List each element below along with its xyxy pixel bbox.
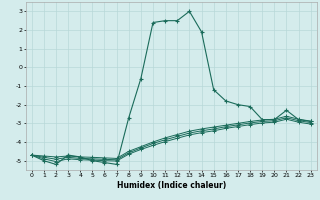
X-axis label: Humidex (Indice chaleur): Humidex (Indice chaleur) [116,181,226,190]
